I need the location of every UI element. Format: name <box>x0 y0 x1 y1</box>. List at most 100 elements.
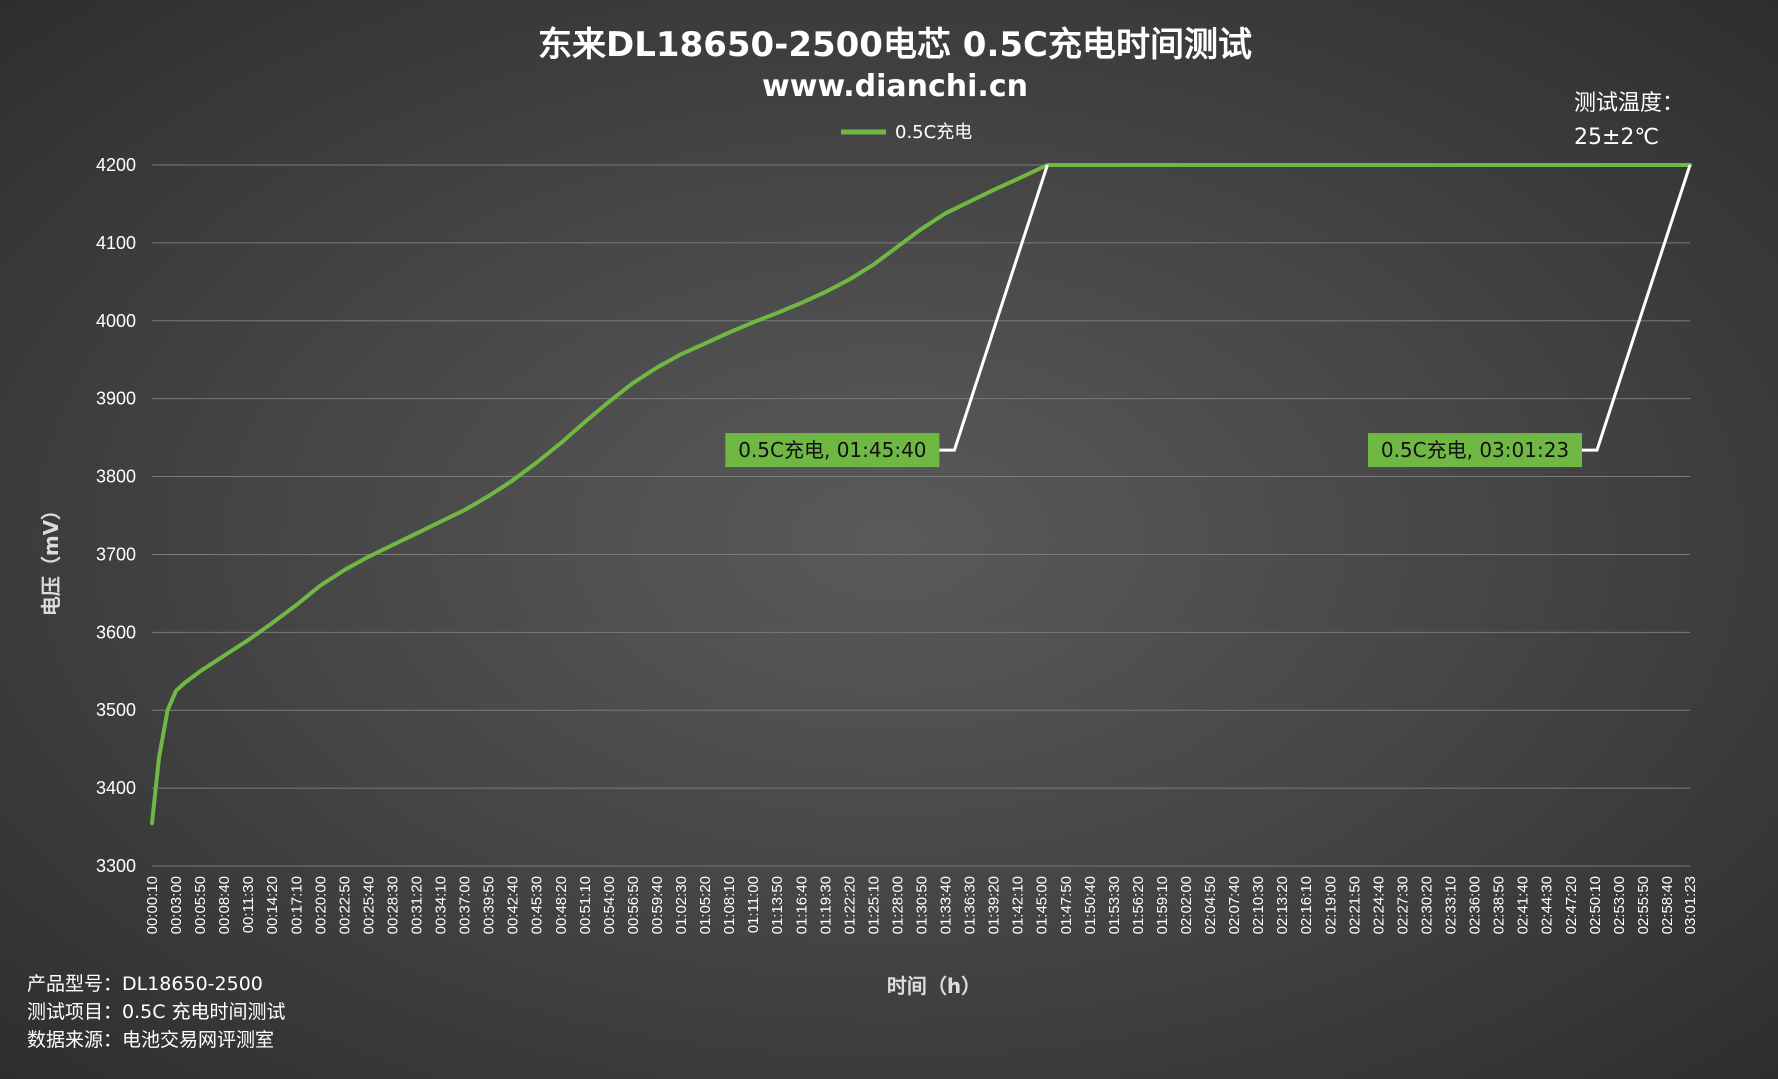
annotation-label: 0.5C充电, 03:01:23 <box>1381 438 1569 462</box>
y-axis-label: 电压（mV） <box>39 500 63 616</box>
annotation-box <box>725 433 940 468</box>
y-tick-label: 3400 <box>96 778 136 798</box>
x-tick-label: 01:36:30 <box>962 876 979 934</box>
y-tick-label: 3800 <box>96 467 136 487</box>
x-tick-label: 01:19:30 <box>817 876 834 934</box>
x-tick-label: 02:02:00 <box>1178 876 1195 934</box>
footer-data-source: 数据来源：电池交易网评测室 <box>27 1029 275 1051</box>
x-axis-label: 时间（h） <box>887 974 981 998</box>
x-tick-label: 02:07:40 <box>1226 876 1243 934</box>
chart-title: 东来DL18650-2500电芯 0.5C充电时间测试 <box>538 25 1252 65</box>
x-tick-label: 01:25:10 <box>865 876 882 934</box>
x-axis-ticks: 00:00:10 00:03:00 00:05:50 00:08:40 00:11:30… <box>144 876 1699 934</box>
x-tick-label: 01:05:20 <box>697 876 714 934</box>
x-tick-label: 02:30:20 <box>1418 876 1435 934</box>
x-tick-label: 02:33:10 <box>1443 876 1460 934</box>
footer-model: 产品型号：DL18650-2500 <box>27 973 263 995</box>
legend: 0.5C充电 <box>841 122 972 143</box>
y-axis-ticks: 3300 3400 3500 3600 3700 3800 3900 4000 4100 4200 <box>96 155 136 876</box>
x-tick-label: 00:20:00 <box>312 876 329 934</box>
annotation-leader <box>939 164 1049 452</box>
x-tick-label: 02:38:50 <box>1491 876 1508 934</box>
x-tick-label: 01:33:40 <box>938 876 955 934</box>
annotations-layer: 0.5C充电, 01:45:40 0.5C充电, 03:01:23 <box>725 164 1692 468</box>
x-tick-label: 01:53:30 <box>1106 876 1123 934</box>
temperature-note: 测试温度： 25±2℃ <box>1574 91 1684 150</box>
x-tick-label: 01:59:10 <box>1154 876 1171 934</box>
annotation-label: 0.5C充电, 01:45:40 <box>738 438 926 462</box>
footer-info: 产品型号：DL18650-2500 测试项目：0.5C 充电时间测试 数据来源：… <box>27 970 286 1054</box>
x-tick-label: 02:21:50 <box>1346 876 1363 934</box>
x-tick-label: 00:17:10 <box>288 876 305 934</box>
x-tick-label: 00:59:40 <box>649 876 666 934</box>
y-tick-label: 3300 <box>96 856 136 876</box>
x-tick-label: 01:02:30 <box>673 876 690 934</box>
x-tick-label: 00:03:00 <box>168 876 185 934</box>
x-tick-label: 01:16:40 <box>793 876 810 934</box>
x-tick-label: 02:10:30 <box>1250 876 1267 934</box>
x-tick-label: 00:14:20 <box>264 876 281 934</box>
x-tick-label: 00:48:20 <box>553 876 570 934</box>
grid <box>152 164 1690 867</box>
x-tick-label: 02:19:00 <box>1322 876 1339 934</box>
x-tick-label: 00:00:10 <box>144 876 161 934</box>
annotation-leader <box>1582 164 1692 452</box>
temperature-label: 测试温度： <box>1574 91 1684 116</box>
x-tick-label: 01:28:00 <box>889 876 906 934</box>
x-tick-label: 00:37:00 <box>457 876 474 934</box>
x-tick-label: 00:54:00 <box>601 876 618 934</box>
x-tick-label: 02:27:30 <box>1394 876 1411 934</box>
x-tick-label: 01:08:10 <box>721 876 738 934</box>
chart-subtitle: www.dianchi.cn <box>762 69 1028 104</box>
y-tick-label: 4200 <box>96 155 136 175</box>
temperature-value: 25±2℃ <box>1574 125 1659 150</box>
x-tick-label: 00:11:30 <box>240 876 257 933</box>
x-tick-label: 02:36:00 <box>1467 876 1484 934</box>
x-tick-label: 01:11:00 <box>745 876 762 933</box>
x-tick-label: 00:56:50 <box>625 876 642 934</box>
footer-test-item: 测试项目：0.5C 充电时间测试 <box>27 1001 286 1023</box>
x-tick-label: 02:53:00 <box>1611 876 1628 934</box>
x-tick-label: 00:31:20 <box>409 876 426 934</box>
x-tick-label: 00:05:50 <box>192 876 209 934</box>
x-tick-label: 01:30:50 <box>913 876 930 934</box>
x-tick-label: 02:13:20 <box>1274 876 1291 934</box>
legend-label: 0.5C充电 <box>895 122 972 143</box>
x-tick-label: 00:45:30 <box>529 876 546 934</box>
x-tick-label: 02:58:40 <box>1659 876 1676 934</box>
x-tick-label: 02:47:20 <box>1563 876 1580 934</box>
x-tick-label: 00:25:40 <box>360 876 377 934</box>
series-line <box>150 163 1692 826</box>
x-tick-label: 00:51:10 <box>577 876 594 934</box>
y-tick-label: 4100 <box>96 233 136 253</box>
x-tick-label: 00:42:40 <box>505 876 522 934</box>
x-tick-label: 01:47:50 <box>1058 876 1075 934</box>
y-tick-label: 4000 <box>96 311 136 331</box>
series-layer <box>150 163 1692 826</box>
x-tick-label: 02:55:50 <box>1635 876 1652 934</box>
x-tick-label: 02:24:40 <box>1370 876 1387 934</box>
y-tick-label: 3500 <box>96 700 136 720</box>
y-tick-label: 3600 <box>96 622 136 642</box>
y-tick-label: 3900 <box>96 389 136 409</box>
x-tick-label: 02:41:40 <box>1515 876 1532 934</box>
x-tick-label: 01:50:40 <box>1082 876 1099 934</box>
x-tick-label: 02:50:10 <box>1587 876 1604 934</box>
x-tick-label: 01:42:10 <box>1010 876 1027 934</box>
x-tick-label: 01:39:20 <box>986 876 1003 934</box>
x-tick-label: 02:04:50 <box>1202 876 1219 934</box>
x-tick-label: 00:39:50 <box>481 876 498 934</box>
x-tick-label: 02:16:10 <box>1298 876 1315 934</box>
y-tick-label: 3700 <box>96 544 136 564</box>
x-tick-label: 01:22:20 <box>841 876 858 934</box>
annotation-box <box>1368 433 1582 468</box>
x-tick-label: 00:34:10 <box>433 876 450 934</box>
x-tick-label: 00:08:40 <box>216 876 233 934</box>
x-tick-label: 00:22:50 <box>336 876 353 934</box>
x-tick-label: 02:44:30 <box>1539 876 1556 934</box>
x-tick-label: 01:13:50 <box>769 876 786 934</box>
x-tick-label: 00:28:30 <box>384 876 401 934</box>
x-tick-label: 03:01:23 <box>1682 876 1699 934</box>
x-tick-label: 01:56:20 <box>1130 876 1147 934</box>
